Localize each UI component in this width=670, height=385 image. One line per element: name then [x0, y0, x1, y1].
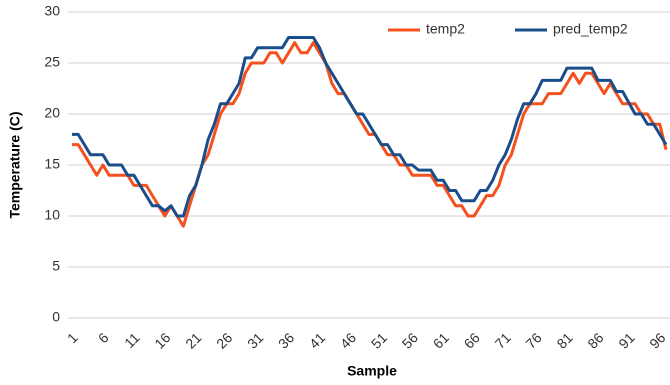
x-tick-label: 96 [646, 329, 668, 351]
y-tick-label: 20 [44, 105, 60, 121]
x-tick-label: 21 [182, 329, 204, 351]
x-tick-label: 6 [95, 329, 112, 346]
x-tick-label: 66 [461, 329, 483, 351]
y-tick-label: 10 [44, 207, 60, 223]
x-tick-label: 91 [615, 329, 637, 351]
x-tick-label: 81 [553, 329, 575, 351]
x-tick-label: 16 [151, 329, 173, 351]
x-axis-title: Sample [347, 363, 397, 379]
y-tick-label: 25 [44, 54, 60, 70]
x-tick-label: 61 [430, 329, 452, 351]
x-tick-label: 26 [213, 329, 235, 351]
legend-label: temp2 [426, 21, 465, 37]
y-axis-title: Temperature (C) [7, 111, 23, 218]
x-tick-label: 46 [337, 329, 359, 351]
data-line [72, 41, 668, 228]
x-tick-label: 76 [522, 329, 544, 351]
x-tick-label: 51 [368, 329, 390, 351]
x-tick-label: 31 [244, 329, 266, 351]
y-tick-label: 5 [52, 258, 60, 274]
data-line [72, 36, 668, 218]
x-tick-label: 1 [64, 329, 81, 346]
x-tick-label: 86 [584, 329, 606, 351]
x-tick-label: 56 [399, 329, 421, 351]
legend-label: pred_temp2 [553, 21, 628, 37]
y-tick-label: 15 [44, 156, 60, 172]
x-tick-label: 71 [492, 329, 514, 351]
y-tick-label: 0 [52, 309, 60, 325]
y-tick-label: 30 [44, 3, 60, 19]
x-tick-label: 36 [275, 329, 297, 351]
x-tick-label: 11 [121, 329, 143, 351]
x-tick-label: 41 [306, 329, 328, 351]
